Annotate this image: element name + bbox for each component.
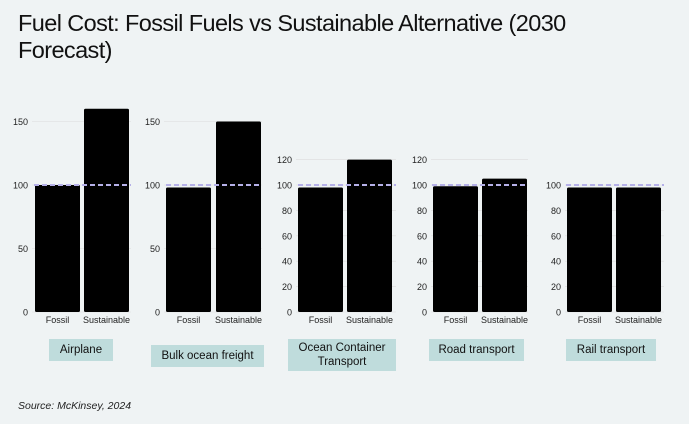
y-tick-label: 40 [282,257,292,267]
panel-label-ocean-container-transport: Ocean Container Transport [288,339,396,371]
bar [216,121,261,312]
y-tick-label: 150 [145,117,160,127]
panel-label-bulk-ocean-freight: Bulk ocean freight [151,345,264,367]
y-tick-label: 0 [155,308,160,318]
y-tick-label: 0 [287,308,292,318]
panel-label-airplane: Airplane [49,339,113,361]
y-tick-label: 100 [546,181,561,191]
bar [298,187,343,312]
y-tick-label: 60 [417,231,427,241]
x-tick-label: Fossil [578,315,602,325]
x-tick-label: Sustainable [83,315,130,325]
panel-label-road-transport: Road transport [429,339,524,361]
y-tick-label: 20 [282,282,292,292]
bar [482,178,527,312]
chart-title: Fuel Cost: Fossil Fuels vs Sustainable A… [18,10,566,63]
y-tick-label: 0 [556,308,561,318]
y-tick-label: 60 [551,231,561,241]
x-tick-label: Fossil [177,315,201,325]
y-tick-label: 120 [412,155,427,165]
bar [567,187,612,312]
x-tick-label: Sustainable [615,315,662,325]
y-tick-label: 100 [412,181,427,191]
y-tick-label: 120 [277,155,292,165]
y-tick-label: 100 [13,181,28,191]
source-note: Source: McKinsey, 2024 [18,400,132,412]
bar [35,185,80,312]
y-tick-label: 150 [13,117,28,127]
x-tick-label: Fossil [309,315,333,325]
y-tick-label: 60 [282,231,292,241]
x-tick-label: Fossil [444,315,468,325]
y-tick-label: 100 [277,181,292,191]
y-tick-label: 20 [551,282,561,292]
x-tick-label: Fossil [46,315,70,325]
panel-label-rail-transport: Rail transport [566,339,656,361]
y-tick-label: 0 [23,308,28,318]
y-tick-label: 0 [422,308,427,318]
x-tick-label: Sustainable [215,315,262,325]
y-tick-label: 40 [417,257,427,267]
x-tick-label: Sustainable [481,315,528,325]
y-tick-label: 80 [282,206,292,216]
x-tick-label: Sustainable [346,315,393,325]
bar [347,159,392,312]
bar [84,108,129,312]
y-tick-label: 50 [18,244,28,254]
bar [166,187,211,312]
y-tick-label: 20 [417,282,427,292]
y-tick-label: 80 [417,206,427,216]
bar [616,187,661,312]
y-tick-label: 80 [551,206,561,216]
y-tick-label: 40 [551,257,561,267]
bar [433,186,478,312]
y-tick-label: 100 [145,181,160,191]
y-tick-label: 50 [150,244,160,254]
